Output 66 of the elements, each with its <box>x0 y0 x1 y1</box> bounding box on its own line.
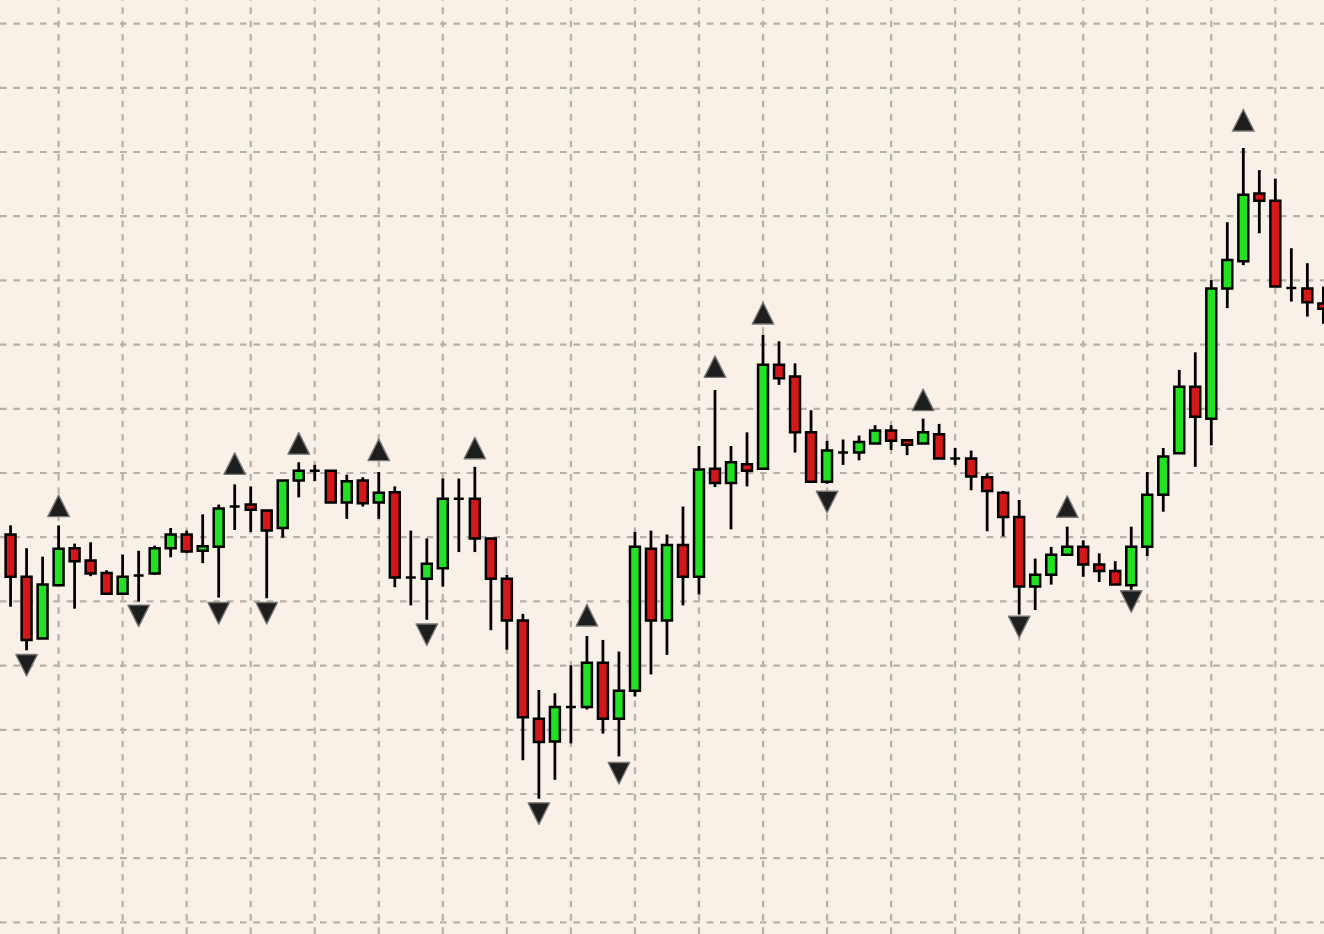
candlestick <box>260 509 273 600</box>
point <box>223 452 247 476</box>
candlestick <box>1093 551 1106 584</box>
candlestick <box>564 663 578 745</box>
candlestick <box>932 422 946 460</box>
candlestick <box>468 465 482 554</box>
candlestick <box>132 549 145 603</box>
candlestick <box>356 475 369 508</box>
candlestick <box>228 483 241 532</box>
point <box>463 436 487 460</box>
candlestick <box>612 650 626 758</box>
candlestick <box>244 484 257 534</box>
point <box>127 604 151 628</box>
candlestick <box>916 417 930 445</box>
point <box>415 623 439 647</box>
point <box>1055 495 1079 518</box>
candlestick <box>724 444 738 531</box>
candlestick <box>836 438 850 467</box>
point <box>815 490 839 514</box>
candlestick <box>980 471 994 533</box>
candlestick <box>740 430 754 488</box>
candlestick <box>452 477 466 554</box>
candlestick <box>420 537 434 622</box>
candlestick <box>1077 538 1090 579</box>
candlestick <box>1125 525 1138 592</box>
candlestick <box>1285 246 1298 303</box>
candlestick <box>580 634 594 711</box>
point <box>15 653 39 677</box>
candlestick <box>340 473 353 521</box>
candlestick <box>868 423 882 445</box>
candlestick <box>1189 350 1202 469</box>
point <box>575 603 599 627</box>
candlestick <box>1060 525 1074 557</box>
point <box>527 802 551 826</box>
point <box>207 601 231 625</box>
candlestick <box>884 423 898 452</box>
candlestick <box>372 470 385 521</box>
candlestick <box>852 434 866 462</box>
candlestick <box>1044 545 1058 586</box>
point <box>751 301 775 325</box>
point <box>367 438 391 462</box>
candlestick <box>548 691 562 782</box>
candlestick <box>324 469 337 504</box>
candlestick <box>996 489 1010 538</box>
point <box>47 494 71 518</box>
point <box>1007 615 1031 639</box>
point <box>1119 590 1143 613</box>
point <box>703 355 727 379</box>
candlestick <box>500 573 514 652</box>
point <box>255 601 279 625</box>
candlestick <box>1109 559 1122 586</box>
candlestick <box>1028 557 1042 612</box>
candlestick <box>820 439 834 486</box>
candlestick <box>532 688 546 801</box>
candlestick <box>708 388 722 489</box>
point <box>287 431 311 455</box>
candlestick <box>276 479 289 540</box>
candlestick <box>676 505 690 607</box>
candlestick <box>484 537 498 632</box>
candlestick <box>772 339 786 387</box>
candlestick <box>1157 446 1170 514</box>
candlestick <box>964 449 978 492</box>
candlestick <box>292 460 305 499</box>
candlestick <box>404 529 418 607</box>
point <box>607 761 631 785</box>
point <box>911 388 935 412</box>
